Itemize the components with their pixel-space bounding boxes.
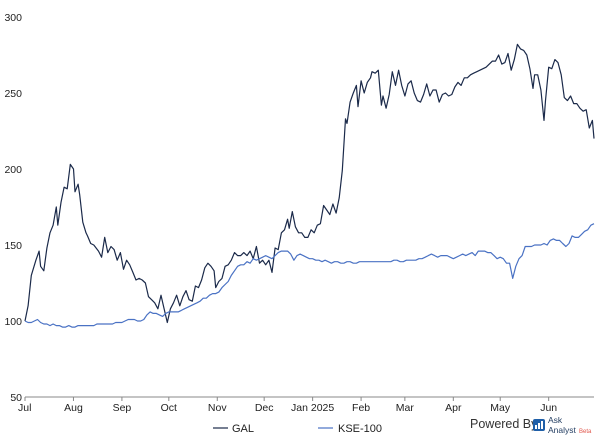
powered-by-text: Powered By xyxy=(470,417,538,431)
x-tick-label: Nov xyxy=(208,402,227,414)
series-line-gal[interactable] xyxy=(24,43,595,324)
x-tick-label: Feb xyxy=(352,402,370,414)
y-tick-label: 250 xyxy=(4,88,22,100)
y-tick-label: 300 xyxy=(4,12,22,24)
askanalyst-logo-icon xyxy=(533,419,545,431)
y-tick-label: 150 xyxy=(4,240,22,252)
powered-by-branding[interactable]: Powered By Ask Analyst Beta xyxy=(470,415,592,435)
x-tick-label: Jan 2025 xyxy=(291,402,334,414)
x-tick-label: Sep xyxy=(113,402,132,414)
x-tick-label: Jul xyxy=(18,402,31,414)
x-tick-label: Aug xyxy=(64,402,83,414)
x-tick-label: May xyxy=(490,402,511,414)
x-tick-label: Jun xyxy=(540,402,557,414)
x-axis: Jul Aug Sep Oct Nov Dec Jan 2025 Feb Mar Apr May Ju… xyxy=(18,397,557,414)
y-tick-label: 100 xyxy=(4,316,22,328)
legend: GAL KSE-100 xyxy=(213,423,382,435)
x-tick-label: Dec xyxy=(255,402,274,414)
legend-label-gal: GAL xyxy=(232,423,254,435)
y-tick-label: 200 xyxy=(4,164,22,176)
series-group xyxy=(24,43,595,328)
brand-analyst-text: Analyst xyxy=(548,425,577,435)
y-axis: 50 100 150 200 250 300 xyxy=(4,12,22,404)
x-tick-label: Apr xyxy=(445,402,462,414)
legend-label-kse100: KSE-100 xyxy=(338,423,382,435)
series-line-kse100[interactable] xyxy=(24,223,595,328)
x-tick-label: Mar xyxy=(396,402,415,414)
brand-beta-text: Beta xyxy=(579,429,592,435)
brand-ask-text: Ask xyxy=(548,415,563,425)
y-tick-label: 50 xyxy=(10,392,22,404)
x-tick-label: Oct xyxy=(161,402,177,414)
